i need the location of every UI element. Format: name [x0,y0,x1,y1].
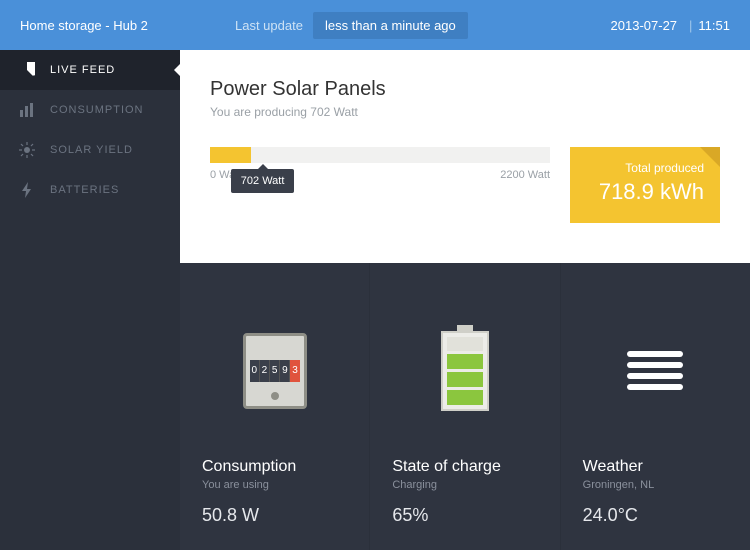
pie-icon [18,61,36,79]
panel-title: Power Solar Panels [210,78,720,101]
total-produced-callout: Total produced 718.9 kWh [570,147,720,223]
app-root: Home storage - Hub 2 Last update less th… [0,0,750,550]
topbar: Home storage - Hub 2 Last update less th… [0,0,750,50]
card-subtitle: Groningen, NL [583,479,728,491]
bars-icon [18,101,36,119]
card-value: 24.0°C [583,505,728,526]
consumption-meter-icon: 0 2 5 9 3 [202,293,347,448]
sidebar-item-live-feed[interactable]: LIVE FEED [0,50,180,90]
card-title: State of charge [392,458,537,476]
header-date: 2013-07-27 [611,18,678,33]
sidebar-item-solar-yield[interactable]: SOLAR YIELD [0,130,180,170]
cards-row: 0 2 5 9 3 Consumption You are using 50.8… [180,263,750,550]
update-value[interactable]: less than a minute ago [313,12,468,39]
card-state-of-charge[interactable]: State of charge Charging 65% [370,263,559,550]
panel-subtitle: You are producing 702 Watt [210,105,720,119]
content: Power Solar Panels You are producing 702… [180,50,750,550]
card-title: Weather [583,458,728,476]
meter-track [210,147,550,163]
sidebar-item-label: LIVE FEED [50,64,115,76]
meter-fill [210,147,251,163]
card-value: 65% [392,505,537,526]
header-sep: | [689,18,692,33]
card-value: 50.8 W [202,505,347,526]
bolt-icon [18,181,36,199]
sidebar: LIVE FEED CONSUMPTION SOLAR YIELD BATTER… [0,50,180,550]
sidebar-item-batteries[interactable]: BATTERIES [0,170,180,210]
hub-title: Home storage - Hub 2 [0,18,180,33]
callout-label: Total produced [586,161,704,175]
sidebar-item-label: CONSUMPTION [50,104,144,116]
weather-fog-icon [583,293,728,448]
power-panel: Power Solar Panels You are producing 702… [180,50,750,263]
meter-tooltip: 702 Watt [231,169,295,193]
battery-icon [392,293,537,448]
card-weather[interactable]: Weather Groningen, NL 24.0°C [561,263,750,550]
sidebar-item-label: SOLAR YIELD [50,144,133,156]
callout-value: 718.9 kWh [586,179,704,205]
sun-icon [18,141,36,159]
sidebar-item-label: BATTERIES [50,184,119,196]
card-subtitle: You are using [202,479,347,491]
header-time: 11:51 [698,18,730,33]
card-subtitle: Charging [392,479,537,491]
update-label: Last update [235,18,303,33]
power-meter: 0 Watt 2200 Watt 702 Watt [210,147,550,181]
card-title: Consumption [202,458,347,476]
card-consumption[interactable]: 0 2 5 9 3 Consumption You are using 50.8… [180,263,369,550]
meter-max-label: 2200 Watt [500,169,550,181]
sidebar-item-consumption[interactable]: CONSUMPTION [0,90,180,130]
